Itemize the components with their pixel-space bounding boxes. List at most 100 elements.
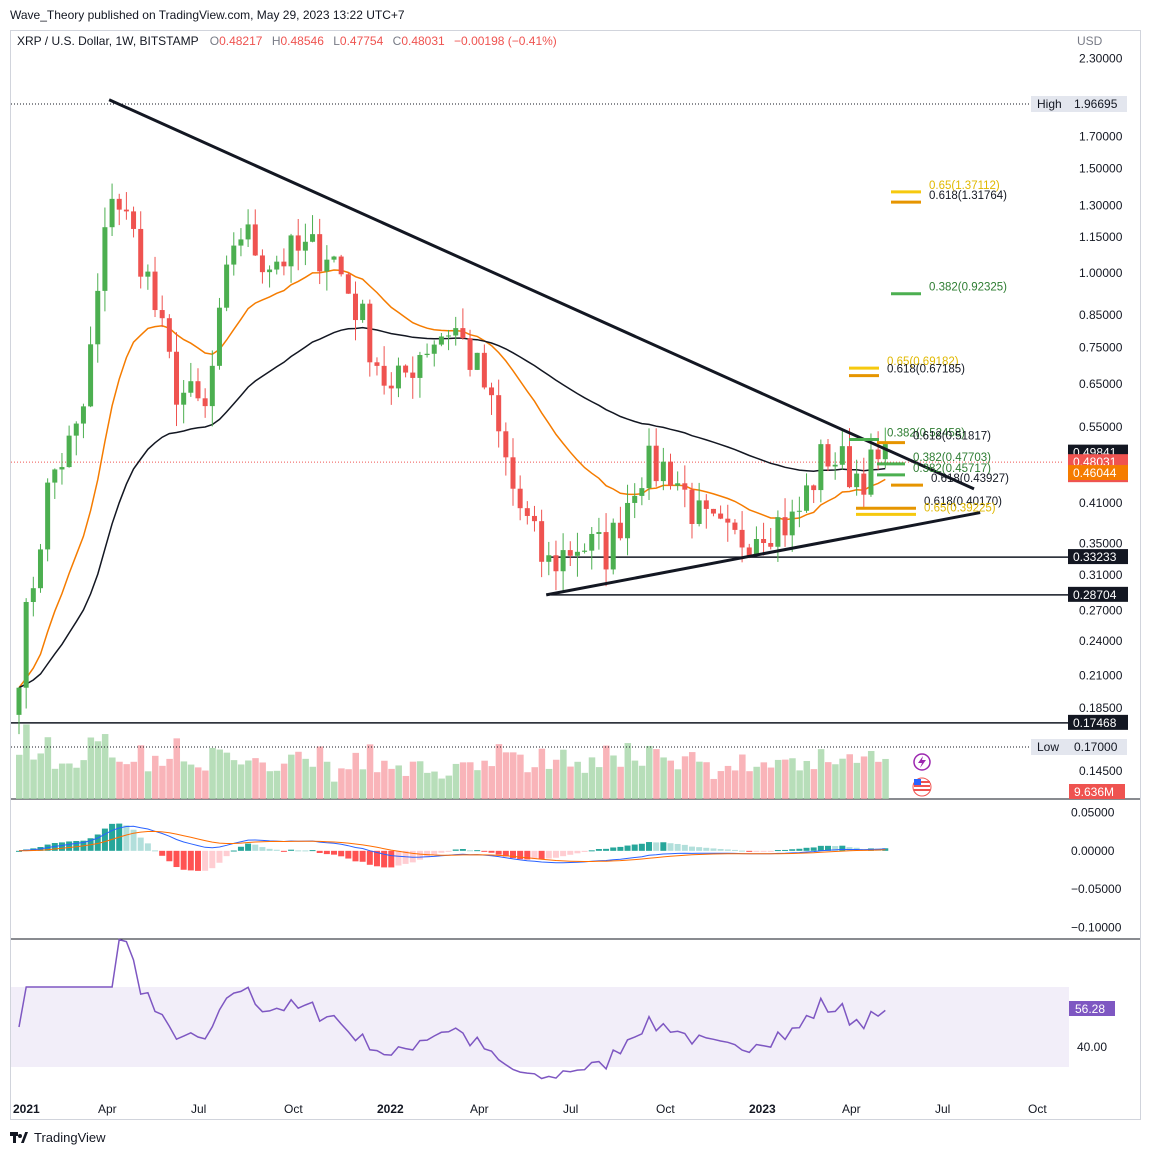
candle-up (546, 555, 552, 562)
macd-histogram-bar (445, 850, 452, 852)
low-marker: Low 0.17000 (1031, 739, 1127, 755)
macd-histogram-bar (295, 850, 302, 852)
volume-bar (825, 762, 832, 799)
price-tag-value: 0.17468 (1073, 716, 1117, 730)
macd-histogram-bar (617, 846, 624, 851)
us-flag-icon[interactable] (912, 777, 932, 797)
candle-up (216, 307, 222, 366)
candle-down (131, 211, 137, 229)
volume-bar (152, 755, 159, 799)
volume-bar (130, 761, 138, 799)
price-chart[interactable]: 0.65(1.37112)0.618(1.31764) 0.382(0.92325… (11, 31, 1140, 1119)
candle-up (288, 235, 294, 267)
candle-down (725, 518, 731, 523)
volume-bar (23, 724, 30, 799)
macd-histogram-bar (545, 850, 552, 859)
x-tick-label: 2021 (13, 1102, 40, 1116)
macd-histogram-bar (438, 850, 445, 853)
candle-up (88, 344, 94, 407)
x-tick-label: Apr (470, 1102, 489, 1116)
price-tag-bg (1068, 549, 1128, 565)
volume-bar (245, 760, 252, 799)
volume-bar (517, 754, 524, 799)
volume-bar (875, 761, 882, 799)
macd-histogram-bar (402, 850, 409, 864)
rsi-value: 56.28 (1075, 1002, 1105, 1016)
candle-up (102, 227, 108, 291)
candle-up (438, 336, 444, 345)
candle-down (732, 522, 738, 530)
volume-bar (173, 738, 181, 799)
y-tick-label: 0.14500 (1079, 764, 1123, 778)
volume-bar (581, 772, 589, 799)
volume-bar (30, 759, 37, 799)
macd-histogram-bar (481, 850, 488, 852)
macd-histogram-bar (259, 847, 266, 851)
macd-histogram-bar (746, 850, 753, 852)
macd-histogram-bar (101, 828, 108, 851)
macd-histogram-bar (459, 849, 466, 851)
candle-up (302, 241, 308, 251)
candle-up (696, 500, 702, 524)
lightning-icon[interactable] (913, 753, 931, 771)
chart-frame[interactable]: 0.65(1.37112) 0.618(1.31764) 0.382(0.92325… (10, 30, 1141, 1120)
y-tick-label: 0.75000 (1079, 340, 1123, 354)
candle-up (245, 224, 251, 240)
volume-bar (66, 763, 73, 799)
rsi-tick-label: 40.00 (1077, 1040, 1107, 1054)
candle-up (753, 538, 759, 556)
candle-down (517, 488, 523, 509)
legend-change: −0.00198 (−0.41%) (454, 34, 557, 48)
volume-bar (288, 754, 295, 799)
candle-down (159, 310, 165, 319)
volume-bar (44, 737, 52, 799)
volume-bar (646, 745, 653, 799)
volume-bar (123, 764, 130, 799)
y-tick-label: 1.00000 (1079, 266, 1123, 280)
macd-histogram-bar (703, 847, 710, 851)
volume-bar (73, 767, 80, 799)
volume-bar (80, 760, 87, 799)
macd-histogram-bar (409, 850, 416, 863)
macd-histogram-bar (431, 850, 438, 855)
macd-histogram-bar (159, 850, 166, 856)
volume-bar (753, 766, 760, 799)
macd-histogram-bar (846, 847, 853, 851)
macd-histogram-bar (531, 850, 538, 860)
footer[interactable]: TradingView (10, 1130, 106, 1145)
macd-histogram-bar (51, 843, 58, 851)
candle-up (80, 406, 86, 424)
volume-bar (839, 758, 846, 799)
candle-down (746, 547, 752, 556)
macd-histogram-bar (123, 825, 130, 851)
candle-up (560, 550, 566, 572)
candle-up (818, 444, 824, 491)
volume-bar (459, 762, 467, 799)
volume-bar (416, 761, 424, 799)
macd-histogram-bar (825, 845, 832, 851)
y-tick-label: 1.15000 (1079, 230, 1123, 244)
macd-histogram-bar (152, 850, 159, 852)
volume-bar (610, 755, 617, 799)
candle-up (274, 261, 280, 270)
volume-bar (782, 759, 789, 799)
candle-down (524, 508, 530, 516)
macd-histogram-bar (16, 850, 22, 852)
candle-up (632, 495, 638, 503)
volume-bar (58, 763, 66, 799)
legend-o-label: O (210, 34, 219, 48)
candle-down (718, 513, 724, 519)
macd-histogram-bar (495, 850, 502, 855)
macd-histogram-bar (509, 850, 516, 859)
candle-down (710, 508, 716, 514)
rsi-line (18, 938, 886, 1080)
macd-histogram-bar (817, 845, 824, 851)
volume-bar (309, 766, 317, 799)
volume-bar (16, 754, 23, 799)
candle-up (431, 344, 437, 354)
candle-up (109, 198, 115, 228)
macd-histogram-bar (252, 844, 259, 851)
candle-down (689, 489, 695, 524)
candle-up (596, 532, 602, 534)
rsi-band (11, 987, 1069, 1067)
